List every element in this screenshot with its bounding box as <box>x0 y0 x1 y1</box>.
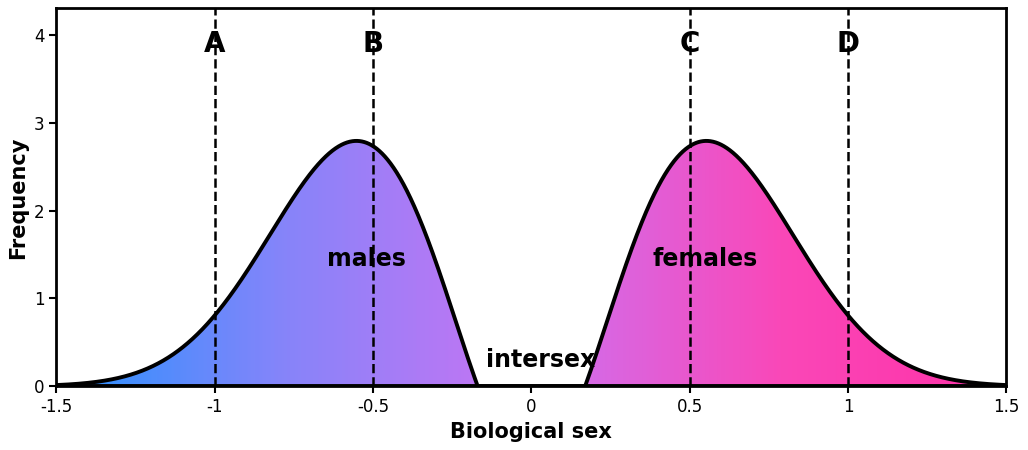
Text: C: C <box>680 30 700 58</box>
Text: B: B <box>363 30 383 58</box>
Y-axis label: Frequency: Frequency <box>8 136 29 258</box>
Text: intersex: intersex <box>486 348 595 372</box>
Text: males: males <box>327 247 406 271</box>
X-axis label: Biological sex: Biological sex <box>450 422 613 441</box>
Text: A: A <box>204 30 225 58</box>
Text: D: D <box>837 30 859 58</box>
Text: females: females <box>653 247 759 271</box>
